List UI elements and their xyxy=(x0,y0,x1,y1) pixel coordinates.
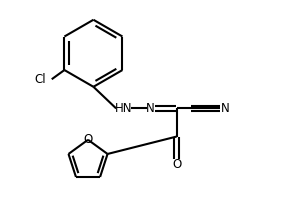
Text: O: O xyxy=(83,133,93,146)
Text: N: N xyxy=(221,102,230,115)
Text: Cl: Cl xyxy=(35,73,46,86)
Text: N: N xyxy=(146,102,155,115)
Text: O: O xyxy=(172,158,181,171)
Text: HN: HN xyxy=(115,102,133,115)
